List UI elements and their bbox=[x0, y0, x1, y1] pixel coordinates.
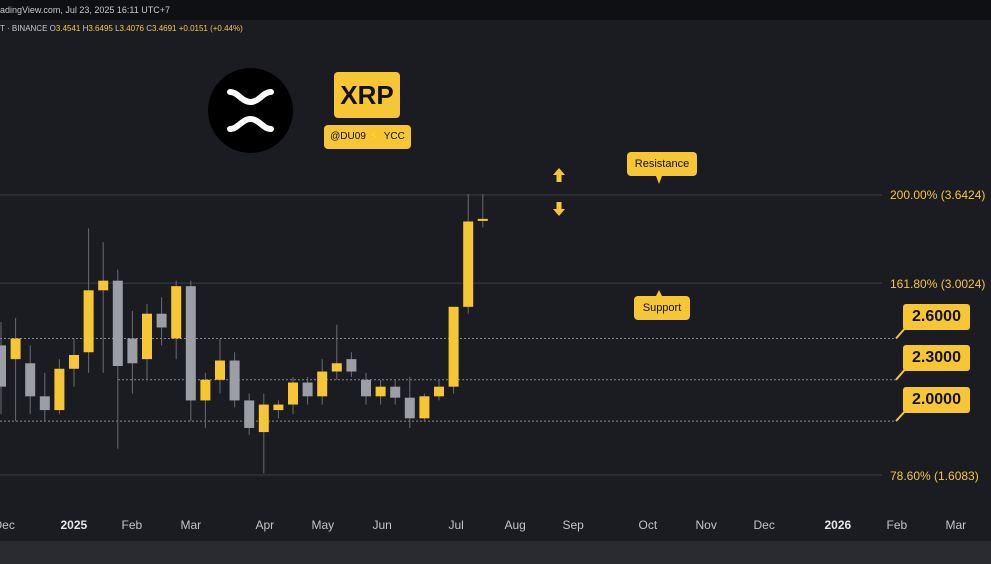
price-chart[interactable] bbox=[0, 0, 991, 541]
x-tick-label: Jun bbox=[372, 518, 392, 532]
candle-body-21 bbox=[302, 382, 313, 397]
candle-body-20 bbox=[288, 382, 298, 405]
high-label: H bbox=[82, 24, 89, 33]
candle-body-6 bbox=[83, 290, 94, 353]
source-text: adingView.com, Jul 23, 2025 16:11 UTC+7 bbox=[0, 5, 171, 15]
candle-body-23 bbox=[331, 363, 342, 372]
arrow-down-icon bbox=[553, 202, 565, 216]
x-tick-label: Nov bbox=[695, 518, 717, 532]
arrow-up-icon bbox=[553, 168, 565, 182]
support-pointer bbox=[656, 290, 662, 296]
credit-badge: @DU09 ⚡ YCC bbox=[324, 125, 411, 149]
x-tick-label: 2026 bbox=[824, 518, 852, 532]
open-value: 3.4541 bbox=[55, 24, 81, 33]
top-bar: adingView.com, Jul 23, 2025 16:11 UTC+7 bbox=[0, 0, 991, 20]
x-tick-label: Feb bbox=[121, 518, 143, 532]
candle-body-4 bbox=[54, 368, 65, 411]
symbol-badge: XRP bbox=[334, 72, 400, 118]
x-tick-label: Jul bbox=[448, 518, 464, 532]
candle-body-15 bbox=[215, 360, 225, 380]
bolt-icon: ⚡ bbox=[368, 131, 382, 142]
exchange-text: T · BINANCE bbox=[0, 24, 48, 33]
x-tick-label: 2025 bbox=[60, 518, 88, 532]
candle-body-18 bbox=[258, 404, 269, 433]
ohlc-readout: T · BINANCE O3.4541 H3.6495 L3.4076 C3.4… bbox=[0, 24, 243, 33]
x-tick-label: Mar bbox=[180, 518, 202, 532]
candle-body-33 bbox=[477, 218, 488, 221]
x-tick-label: May bbox=[311, 518, 335, 532]
level-tag-2-3000: 2.3000 bbox=[903, 345, 970, 371]
change-value: +0.0151 (+0.44%) bbox=[178, 24, 243, 33]
candle-body-22 bbox=[317, 371, 328, 397]
candle-body-31 bbox=[448, 306, 459, 387]
fib-label-200: 200.00% (3.6424) bbox=[890, 188, 986, 202]
low-value: 3.4076 bbox=[119, 24, 144, 33]
x-tick-label: Sep bbox=[562, 518, 584, 532]
candle-body-9 bbox=[127, 338, 138, 364]
x-tick-label: Mar bbox=[945, 518, 967, 532]
candle-body-13 bbox=[185, 286, 196, 401]
candle-body-19 bbox=[273, 404, 284, 411]
x-tick-label: Aug bbox=[504, 518, 526, 532]
candle-body-29 bbox=[419, 396, 430, 419]
low-label: L bbox=[115, 24, 120, 33]
support-callout: Support bbox=[634, 296, 690, 320]
candle-body-14 bbox=[200, 379, 211, 401]
level-tag-2-0000: 2.0000 bbox=[903, 387, 970, 413]
close-value: 3.4691 bbox=[152, 24, 177, 33]
x-tick-label: Apr bbox=[255, 518, 275, 532]
high-value: 3.6495 bbox=[88, 24, 113, 33]
level-tag-2-6000: 2.6000 bbox=[903, 304, 970, 330]
fib-label-161: 161.80% (3.0024) bbox=[890, 277, 986, 291]
open-label: O bbox=[49, 24, 56, 33]
x-tick-label: Dec bbox=[0, 518, 15, 532]
candle-body-25 bbox=[361, 379, 371, 397]
x-tick-label: Dec bbox=[753, 518, 775, 532]
candle-body-1 bbox=[10, 338, 21, 360]
candle-body-24 bbox=[346, 359, 357, 372]
candle-body-27 bbox=[390, 386, 401, 398]
credit-left: @DU09 bbox=[330, 131, 366, 142]
candle-body-11 bbox=[156, 313, 167, 328]
bottom-bar bbox=[0, 541, 991, 564]
candle-body-30 bbox=[434, 386, 444, 397]
candle-body-8 bbox=[112, 280, 123, 367]
x-tick-label: Feb bbox=[886, 518, 908, 532]
xrp-logo bbox=[208, 68, 293, 153]
candle-body-7 bbox=[98, 280, 109, 291]
resistance-pointer bbox=[656, 176, 662, 184]
candle-body-10 bbox=[142, 313, 152, 360]
candle-body-5 bbox=[69, 355, 79, 369]
candle-body-0 bbox=[0, 345, 6, 387]
candle-body-16 bbox=[229, 360, 240, 401]
candle-body-26 bbox=[375, 386, 386, 397]
credit-right: YCC bbox=[383, 131, 405, 142]
xrp-logo-icon bbox=[227, 89, 274, 132]
candle-body-17 bbox=[244, 400, 255, 428]
candle-body-28 bbox=[404, 397, 415, 419]
candle-body-12 bbox=[171, 286, 182, 339]
close-label: C bbox=[146, 24, 153, 33]
x-tick-label: Oct bbox=[638, 518, 658, 532]
fib-label-78: 78.60% (1.6083) bbox=[890, 469, 979, 483]
candle-body-3 bbox=[39, 396, 50, 411]
candle-body-32 bbox=[463, 221, 474, 307]
candle-body-2 bbox=[25, 363, 36, 397]
resistance-callout: Resistance bbox=[627, 152, 697, 176]
